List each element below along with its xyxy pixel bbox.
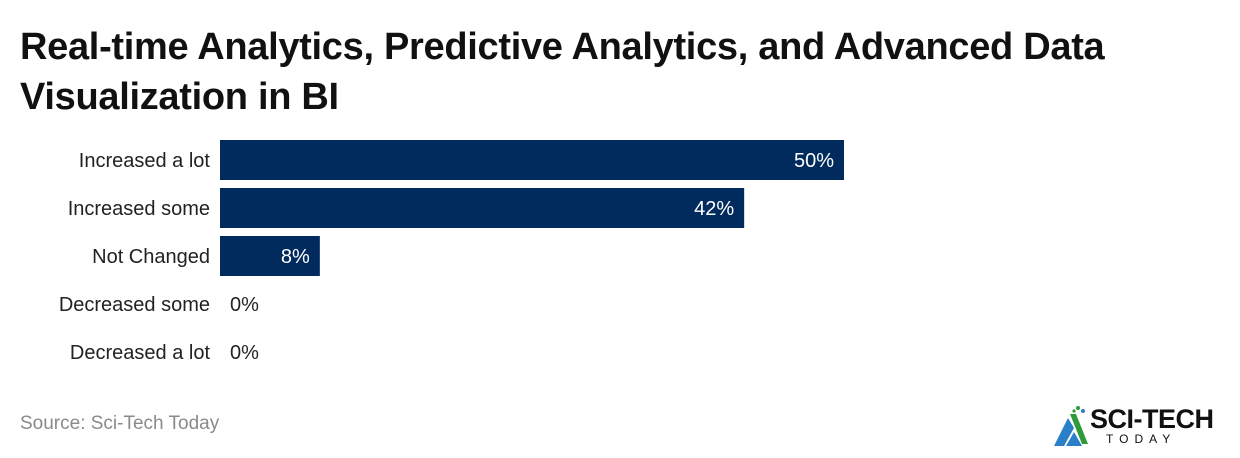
category-label: Decreased a lot — [70, 342, 211, 364]
logo-sub-text: TODAY — [1106, 432, 1177, 446]
value-label: 50% — [794, 150, 834, 172]
value-label: 42% — [694, 198, 734, 220]
bar — [220, 188, 745, 228]
sci-tech-today-logo: SCI-TECH TODAY — [1052, 404, 1227, 450]
chart-title: Real-time Analytics, Predictive Analytic… — [20, 26, 1105, 118]
value-label: 0% — [230, 342, 259, 364]
logo-main-text: SCI-TECH — [1090, 404, 1214, 434]
category-label: Not Changed — [92, 246, 210, 268]
bar — [220, 140, 844, 180]
category-label: Decreased some — [59, 294, 210, 316]
category-label: Increased some — [68, 198, 210, 220]
bar — [220, 236, 320, 276]
bar-chart: Increased a lot 50% Increased some 42% Not C… — [59, 140, 844, 364]
category-label: Increased a lot — [79, 150, 211, 172]
logo-icon — [1054, 406, 1088, 446]
value-label: 8% — [281, 246, 310, 268]
value-label: 0% — [230, 294, 259, 316]
source-text: Source: Sci-Tech Today — [20, 413, 220, 434]
